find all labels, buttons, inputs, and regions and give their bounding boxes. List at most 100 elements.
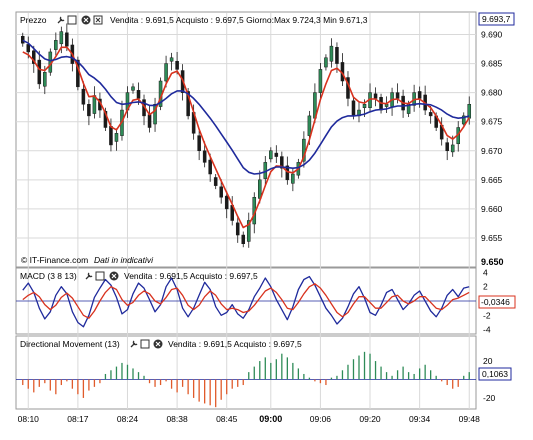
candle [164,55,168,88]
macd-window-icon[interactable] [95,271,105,281]
candle [153,97,157,132]
candle-body [318,69,323,93]
x-tick-label: 09:48 [459,414,481,424]
candle [280,151,284,178]
candle-body [395,92,400,99]
candle-body [197,135,201,152]
candle-body [241,234,246,245]
candle [461,112,466,128]
candle-body [324,57,328,68]
candle-body [43,72,47,87]
price-panel-title: Prezzo [20,15,47,25]
candle [81,81,86,111]
y-tick-labels: 9.690 9.685 9.680 9.675 9.670 9.665 9.660 9.655… [481,30,503,403]
macd-series [16,275,476,328]
grid-lines [16,13,476,409]
price-last-value: 9.693,7 [482,14,511,24]
candle-body [445,142,449,152]
dm-close-icon[interactable] [153,339,163,349]
macd-tick-label: -2 [483,310,491,320]
price-tick-label: 9.665 [481,175,503,185]
candle-body [59,31,64,45]
price-last-value-box [478,12,515,26]
dm-window-icon[interactable] [140,339,150,349]
candle-body [274,152,279,157]
macd-settings-icon[interactable] [85,272,93,280]
candle-body [307,115,312,136]
candle-body [280,156,284,169]
ma-slow-line [22,39,470,175]
x-tick-labels: 08:10 08:17 08:24 08:38 08:45 09:00 09:06 09:20… [18,414,481,424]
candle [169,52,174,71]
candle-body [373,93,378,99]
candle-body [335,47,339,64]
candle-body [32,50,36,64]
candle-body [20,35,25,44]
price-tick-label: 9.670 [481,146,503,156]
candle-body [87,104,91,117]
candle [202,141,207,168]
compare-icon[interactable] [93,15,103,25]
close-icon[interactable] [81,15,91,25]
candle-body [258,179,262,199]
candle-body [417,91,422,99]
macd-line [22,275,470,328]
candle [32,45,36,73]
candle [20,32,25,47]
candle-body [329,45,334,62]
price-tick-label: 9.685 [481,59,503,69]
price-tick-label: 9.660 [481,204,503,214]
candle-body [147,114,152,128]
candle [54,32,58,57]
price-series [20,23,472,248]
candle [318,62,323,101]
candle [258,170,262,204]
candle [219,178,223,204]
x-tick-label: 08:38 [166,414,188,424]
candle-body [109,126,113,146]
candle [241,231,246,248]
macd-close-icon[interactable] [109,271,119,281]
macd-tick-label: 4 [483,267,488,277]
candle-body [235,222,240,236]
candle-body [153,104,157,125]
candle-body [175,60,179,70]
candle-body [169,57,174,62]
candle [114,128,119,151]
macd-tick-label: 2 [483,282,488,292]
candle-body [384,104,389,107]
candle [274,145,279,163]
x-tick-label: 09:06 [310,414,332,424]
price-tick-label: 9.680 [481,88,503,98]
candle-body [285,165,290,181]
dm-tick-label: 20 [483,356,493,366]
candle-body [54,40,58,50]
dm-panel-frame [15,335,477,410]
dm-settings-icon[interactable] [130,340,138,348]
macd-panel-title: MACD (3 8 13) [20,271,77,281]
window-icon[interactable] [67,15,77,25]
macd-last-value-box [478,295,516,309]
settings-icon[interactable] [57,16,65,24]
candle [291,167,295,192]
candle-body [202,150,207,163]
x-tick-label: 09:00 [259,414,282,424]
dm-panel-info: Vendita : 9.691,5 Acquisto : 9.697,5 [168,339,302,349]
dm-last-value: 0,1063 [482,369,508,379]
price-tick-label: 9.690 [481,30,503,40]
candle-body [428,112,433,117]
candle [213,174,218,190]
x-tick-label: 09:20 [359,414,381,424]
candle [445,137,449,161]
candle-body [461,115,466,125]
candle [269,147,273,163]
price-tick-label: 9.655 [481,233,503,243]
candle-body [246,220,251,242]
macd-signal-line [22,283,470,319]
candle [224,191,229,219]
candle-body [131,86,135,91]
candle-body [291,173,295,184]
candle [87,99,91,126]
candle-body [219,186,223,198]
x-tick-label: 09:34 [409,414,431,424]
